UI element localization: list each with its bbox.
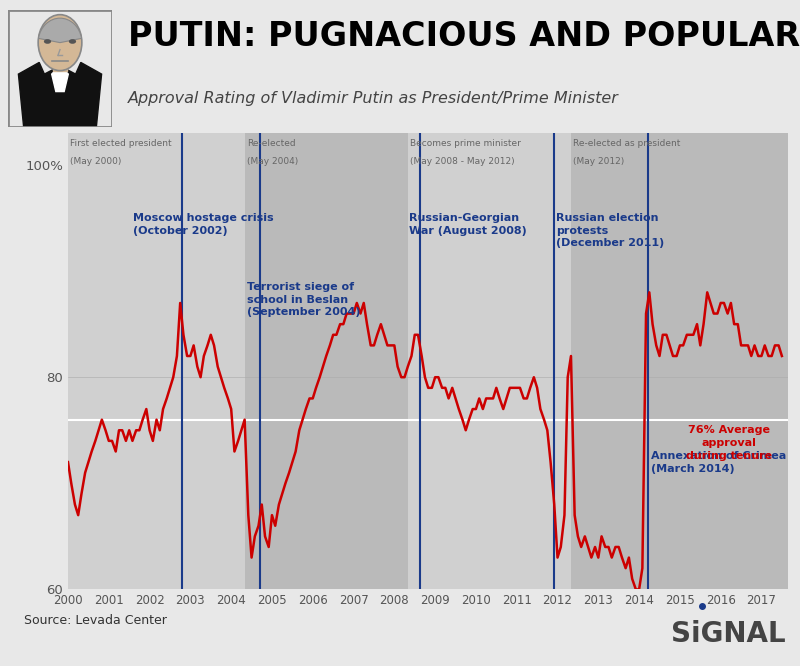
Text: (May 2000): (May 2000) <box>70 157 122 166</box>
Polygon shape <box>52 66 68 91</box>
Text: Russian election
protests
(December 2011): Russian election protests (December 2011… <box>556 212 665 248</box>
Ellipse shape <box>44 39 51 44</box>
Text: Approval Rating of Vladimir Putin as President/Prime Minister: Approval Rating of Vladimir Putin as Pre… <box>128 91 619 106</box>
Text: SiGNAL: SiGNAL <box>670 620 786 648</box>
Bar <box>408 133 571 589</box>
Text: 76% Average
approval
during tenure: 76% Average approval during tenure <box>686 425 772 461</box>
Wedge shape <box>38 18 82 43</box>
Text: Russian-Georgian
War (August 2008): Russian-Georgian War (August 2008) <box>410 212 527 236</box>
Text: Annexation of Crimea
(March 2014): Annexation of Crimea (March 2014) <box>650 452 786 474</box>
Text: Re-elected as president: Re-elected as president <box>573 139 680 147</box>
Text: Becomes prime minister: Becomes prime minister <box>410 139 521 147</box>
Text: Moscow hostage crisis
(October 2002): Moscow hostage crisis (October 2002) <box>134 212 274 236</box>
Text: (May 2008 - May 2012): (May 2008 - May 2012) <box>410 157 514 166</box>
Text: Source: Levada Center: Source: Levada Center <box>24 613 167 627</box>
Polygon shape <box>18 63 102 127</box>
Bar <box>53 59 67 71</box>
Ellipse shape <box>69 39 76 44</box>
Ellipse shape <box>38 15 82 71</box>
Text: (May 2012): (May 2012) <box>573 157 624 166</box>
Text: First elected president: First elected president <box>70 139 172 147</box>
Bar <box>571 133 790 589</box>
Text: Re-elected: Re-elected <box>246 139 295 147</box>
Text: Terrorist siege of
school in Beslan
(September 2004): Terrorist siege of school in Beslan (Sep… <box>246 282 360 317</box>
Text: (May 2004): (May 2004) <box>246 157 298 166</box>
Bar <box>245 133 408 589</box>
Text: PUTIN: PUGNACIOUS AND POPULAR: PUTIN: PUGNACIOUS AND POPULAR <box>128 20 800 53</box>
Bar <box>68 133 245 589</box>
